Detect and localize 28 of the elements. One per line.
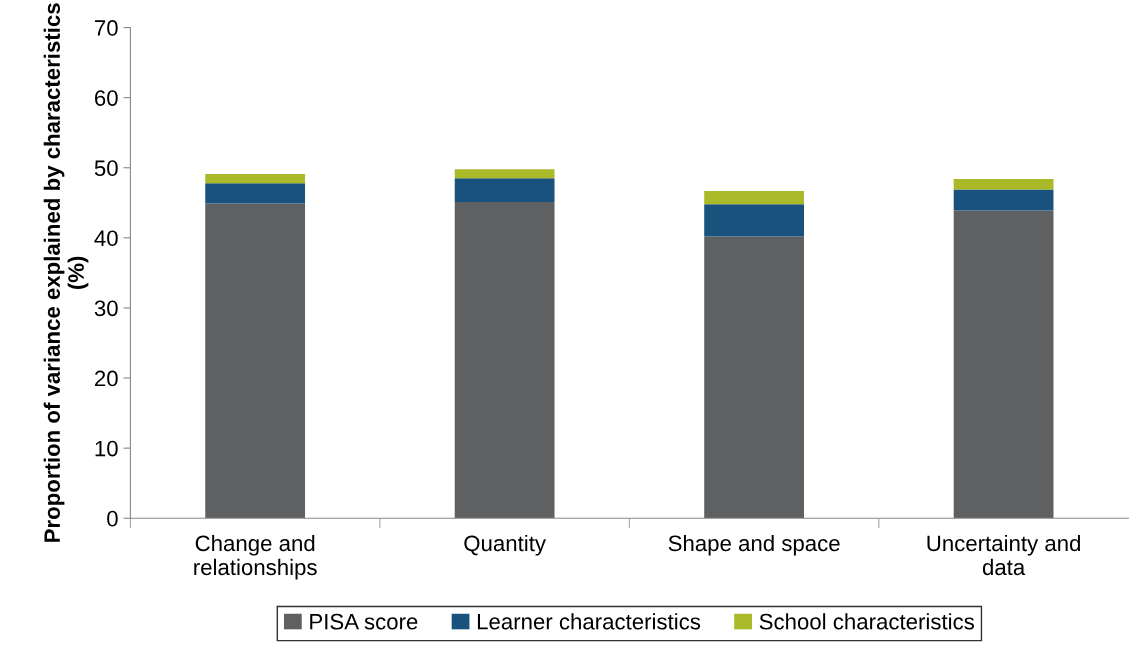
y-tick-label: 60: [95, 90, 118, 106]
bar: [454, 178, 555, 203]
y-tick-label: 40: [94, 230, 118, 247]
bar: [454, 202, 555, 519]
bar: [953, 210, 1054, 519]
bar: [454, 169, 555, 179]
bar: [953, 178, 1054, 190]
x-tick-label: Quantity: [464, 534, 546, 556]
legend-label: PISA score: [310, 613, 418, 630]
bar: [704, 190, 805, 205]
y-axis-title: Proportion of variance explained by characteristics (%): [43, 3, 89, 542]
x-tick-label: Change and relationships: [194, 534, 317, 580]
y-tick-label: 50: [94, 160, 118, 177]
y-tick-label: 70: [95, 20, 118, 36]
bar: [205, 203, 306, 519]
legend-label: Learner characteristics: [477, 613, 701, 630]
bar: [205, 174, 306, 184]
y-tick-label: 10: [95, 440, 118, 457]
y-tick-label: 20: [95, 370, 118, 387]
y-tick-label: 30: [94, 300, 118, 317]
x-tick-label: Shape and space: [668, 534, 840, 556]
y-tick-label: 0: [107, 510, 118, 527]
bar: [704, 204, 805, 237]
x-tick-label: Uncertainty and data: [927, 534, 1080, 576]
bar: [205, 183, 306, 204]
bar: [953, 189, 1054, 211]
bar: [704, 236, 805, 519]
legend-label: School characteristics: [759, 613, 974, 630]
